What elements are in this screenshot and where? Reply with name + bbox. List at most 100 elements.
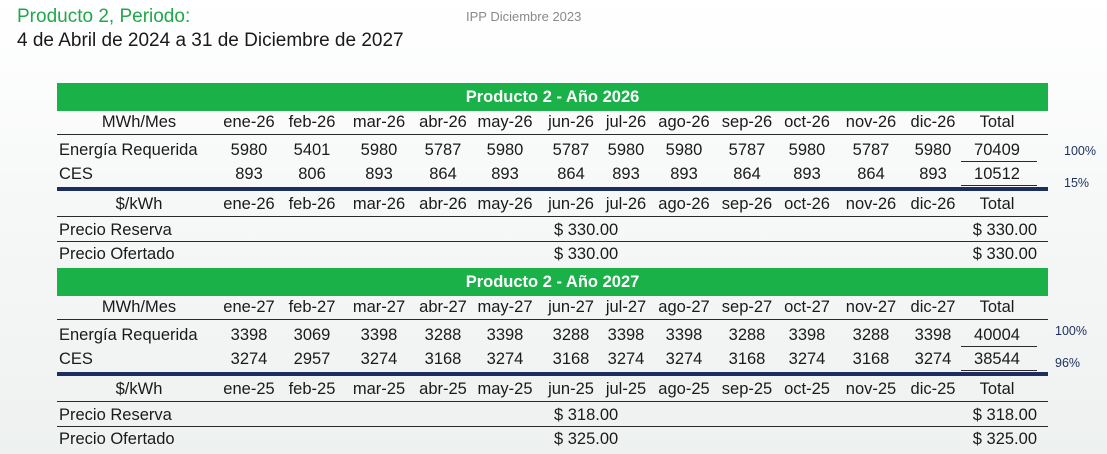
total-header: Total xyxy=(979,380,1015,398)
month-header: may-26 xyxy=(477,195,533,213)
table-cell: 893 xyxy=(919,165,947,183)
table-cell: 3288 xyxy=(424,326,462,344)
table-cell: 3168 xyxy=(424,350,462,368)
price-unit-header: $/kWh xyxy=(115,380,163,398)
month-header: may-27 xyxy=(477,298,533,316)
month-header: oct-26 xyxy=(784,113,830,131)
precio_reserva-row-year2026: Precio Reserva $ 330.00 $ 330.00 xyxy=(57,219,1048,241)
band-year2026: Producto 2 - Año 2026 xyxy=(57,83,1048,111)
table-cell: 893 xyxy=(793,165,821,183)
table-cell: 5401 xyxy=(293,141,331,159)
divider xyxy=(57,426,1048,427)
table-cell: 5980 xyxy=(230,141,268,159)
month-header: ago-26 xyxy=(658,113,710,131)
month-header: nov-25 xyxy=(845,380,897,398)
ces-2026-pct: 15% xyxy=(1064,176,1090,190)
month-header: oct-26 xyxy=(784,195,830,213)
month-header: nov-26 xyxy=(845,195,897,213)
table-cell: 893 xyxy=(670,165,698,183)
month-header: oct-25 xyxy=(784,380,830,398)
month-header: abr-25 xyxy=(419,380,467,398)
table-cell: 3288 xyxy=(852,326,890,344)
precio_ofertado-label: Precio Ofertado xyxy=(59,245,175,263)
ces-2027-pct: 96% xyxy=(1055,356,1081,370)
table-cell: 3274 xyxy=(914,350,952,368)
table-cell: 893 xyxy=(491,165,519,183)
table-cell: 5980 xyxy=(914,141,952,159)
page-title: Producto 2, Periodo: xyxy=(17,6,191,27)
total-header: Total xyxy=(979,298,1015,316)
table-cell: 864 xyxy=(557,165,585,183)
table-cell: 5787 xyxy=(852,141,890,159)
table-cell: 3168 xyxy=(852,350,890,368)
table-cell: 3398 xyxy=(360,326,398,344)
precio_ofertado-value: $ 330.00 xyxy=(554,245,619,263)
table-cell: 2957 xyxy=(293,350,331,368)
table-cell: 3274 xyxy=(360,350,398,368)
table-cell: 3398 xyxy=(607,326,645,344)
month-header: mar-26 xyxy=(352,113,406,131)
divider xyxy=(57,401,1048,402)
month-header: abr-26 xyxy=(419,195,467,213)
ipp-label: IPP Diciembre 2023 xyxy=(466,9,582,24)
table-cell: 3168 xyxy=(728,350,766,368)
month-header: ene-26 xyxy=(223,113,275,131)
precio_reserva-value: $ 318.00 xyxy=(554,406,619,424)
ces-row-year2027: CES 3274 2957 3274 3168 3274 3168 3274 3274 3168 3… xyxy=(57,348,1048,370)
precio_ofertado-row-year2026: Precio Ofertado $ 330.00 $ 330.00 xyxy=(57,243,1048,265)
precio_ofertado-label: Precio Ofertado xyxy=(59,430,175,448)
table-cell: 3288 xyxy=(728,326,766,344)
precio_reserva-label: Precio Reserva xyxy=(59,221,172,239)
month-header: jun-25 xyxy=(548,380,594,398)
ces-label: CES xyxy=(59,165,93,183)
energy-header-row-year2026: MWh/Mes ene-26 feb-26 mar-26 abr-26 may-26 jun… xyxy=(57,111,1048,133)
month-header: feb-27 xyxy=(288,298,336,316)
precio_reserva-total: $ 330.00 xyxy=(972,221,1037,239)
month-header: feb-26 xyxy=(288,113,336,131)
divider xyxy=(57,216,1048,217)
total-underline xyxy=(961,346,1037,347)
price-header-row-year2026: $/kWh ene-26 feb-26 mar-26 abr-26 may-26 jun-2… xyxy=(57,193,1048,215)
precio_ofertado-total: $ 330.00 xyxy=(972,245,1037,263)
divider xyxy=(57,134,1048,135)
total-underline xyxy=(961,185,1037,186)
month-header: nov-26 xyxy=(845,113,897,131)
total-header: Total xyxy=(979,113,1015,131)
energia-total: 40004 xyxy=(974,326,1020,344)
energia-total: 70409 xyxy=(974,141,1020,159)
month-header: jun-26 xyxy=(548,195,594,213)
table-cell: 3398 xyxy=(486,326,524,344)
table-cell: 3274 xyxy=(788,350,826,368)
table-cell: 5787 xyxy=(728,141,766,159)
table-cell: 3274 xyxy=(486,350,524,368)
month-header: abr-27 xyxy=(419,298,467,316)
month-header: sep-26 xyxy=(721,195,773,213)
total-header: Total xyxy=(979,195,1015,213)
table-cell: 3398 xyxy=(914,326,952,344)
month-header: mar-27 xyxy=(352,298,406,316)
table-cell: 3398 xyxy=(788,326,826,344)
table-cell: 3274 xyxy=(607,350,645,368)
month-header: nov-27 xyxy=(845,298,897,316)
table-cell: 5980 xyxy=(607,141,645,159)
total-underline xyxy=(961,161,1037,162)
month-header: jul-25 xyxy=(605,380,647,398)
divider xyxy=(57,319,1048,320)
table-cell: 3168 xyxy=(552,350,590,368)
month-header: jun-27 xyxy=(548,298,594,316)
month-header: ago-26 xyxy=(658,195,710,213)
ces-row-year2026: CES 893 806 893 864 893 864 893 893 864 893 864 893 1… xyxy=(57,163,1048,185)
section-divider xyxy=(57,372,1048,376)
month-header: ene-26 xyxy=(223,195,275,213)
month-header: dic-25 xyxy=(910,380,956,398)
precio_reserva-label: Precio Reserva xyxy=(59,406,172,424)
ces-label: CES xyxy=(59,350,93,368)
band-year2027: Producto 2 - Año 2027 xyxy=(57,268,1048,296)
precio_reserva-value: $ 330.00 xyxy=(554,221,619,239)
energy-header-row-year2027: MWh/Mes ene-27 feb-27 mar-27 abr-27 may-27 jun… xyxy=(57,296,1048,318)
total-underline xyxy=(961,370,1037,371)
ces-total: 38544 xyxy=(974,350,1020,368)
period-subtitle: 4 de Abril de 2024 a 31 de Diciembre de … xyxy=(17,30,404,51)
precio_ofertado-value: $ 325.00 xyxy=(554,430,619,448)
month-header: sep-27 xyxy=(721,298,773,316)
